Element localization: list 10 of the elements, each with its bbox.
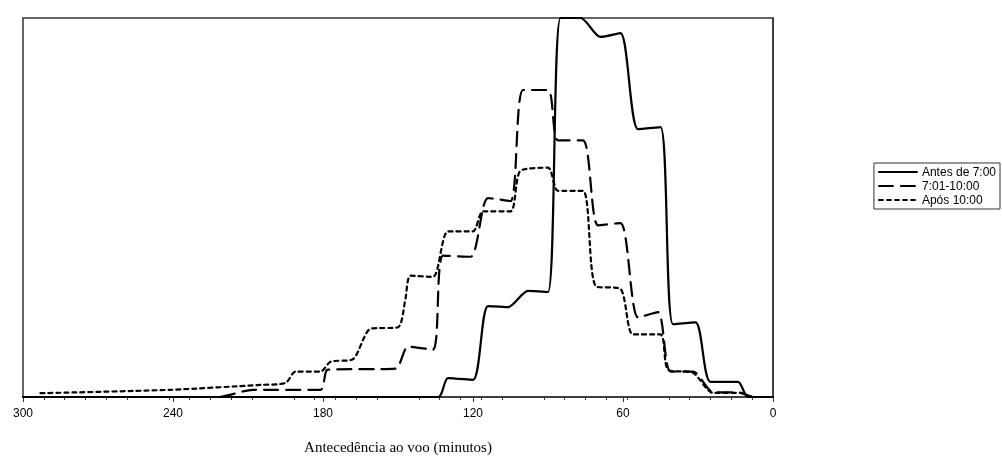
- x-tick-label: 120: [462, 406, 484, 420]
- x-tick-label: 240: [162, 406, 184, 420]
- legend-label: Antes de 7:00: [921, 165, 997, 179]
- x-axis-title: Antecedência ao voo (minutos): [304, 438, 492, 456]
- x-tick-label: 180: [312, 406, 334, 420]
- x-tick-label: 300: [12, 406, 34, 420]
- x-tick-label: 0: [769, 406, 777, 420]
- legend-label: 7:01-10:00: [921, 179, 980, 193]
- legend-label: Após 10:00: [921, 193, 983, 207]
- x-tick-label: 60: [616, 406, 630, 420]
